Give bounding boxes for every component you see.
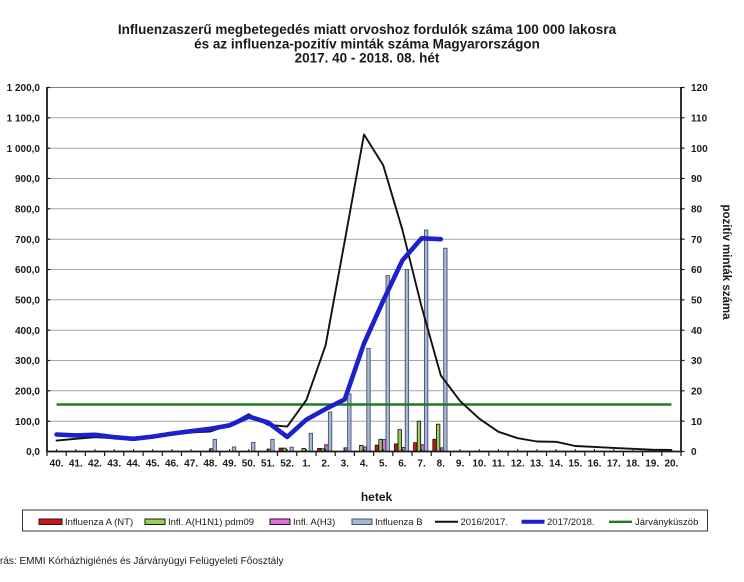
svg-text:1 000,0: 1 000,0 [7, 144, 41, 155]
svg-text:15.: 15. [568, 459, 582, 470]
svg-text:70: 70 [691, 235, 703, 246]
svg-text:17.: 17. [607, 459, 621, 470]
svg-text:46.: 46. [165, 459, 179, 470]
svg-text:1 200,0: 1 200,0 [7, 83, 41, 94]
svg-text:5.: 5. [379, 459, 388, 470]
svg-text:30: 30 [691, 356, 703, 367]
svg-text:Infl. A(H3): Infl. A(H3) [293, 517, 335, 528]
svg-text:Járványküszöb: Járványküszöb [635, 517, 698, 528]
svg-text:100: 100 [691, 144, 708, 155]
svg-text:600,0: 600,0 [15, 265, 40, 276]
svg-text:0,0: 0,0 [26, 447, 40, 458]
svg-text:6.: 6. [398, 459, 407, 470]
svg-text:49.: 49. [223, 459, 237, 470]
svg-text:11.: 11. [492, 459, 506, 470]
svg-text:Forrás: EMMI Kórházhigiénés és: Forrás: EMMI Kórházhigiénés és Járványüg… [0, 556, 283, 567]
svg-text:Influenza B: Influenza B [375, 517, 423, 528]
svg-text:40.: 40. [50, 459, 64, 470]
svg-text:12.: 12. [511, 459, 525, 470]
svg-text:2016/2017.: 2016/2017. [461, 517, 509, 528]
svg-text:700,0: 700,0 [15, 235, 40, 246]
svg-text:800,0: 800,0 [15, 204, 40, 215]
svg-text:10: 10 [691, 417, 703, 428]
svg-text:100,0: 100,0 [15, 417, 40, 428]
svg-text:48.: 48. [203, 459, 217, 470]
svg-text:10.: 10. [472, 459, 486, 470]
svg-text:51.: 51. [261, 459, 275, 470]
svg-text:200,0: 200,0 [15, 386, 40, 397]
svg-text:16.: 16. [588, 459, 602, 470]
svg-text:1 100,0: 1 100,0 [7, 113, 41, 124]
svg-text:110: 110 [691, 113, 708, 124]
svg-text:47.: 47. [184, 459, 198, 470]
svg-text:8.: 8. [437, 459, 446, 470]
svg-text:80: 80 [691, 204, 703, 215]
svg-text:120: 120 [691, 83, 708, 94]
svg-text:és az influenza-pozitív minták: és az influenza-pozitív minták száma Mag… [194, 36, 540, 51]
svg-text:2.: 2. [321, 459, 330, 470]
svg-text:50: 50 [691, 295, 703, 306]
svg-text:3.: 3. [341, 459, 350, 470]
svg-text:41.: 41. [69, 459, 83, 470]
svg-text:19.: 19. [645, 459, 659, 470]
svg-text:300,0: 300,0 [15, 356, 40, 367]
svg-text:60: 60 [691, 265, 703, 276]
svg-text:hetek: hetek [361, 490, 393, 504]
svg-text:4.: 4. [360, 459, 369, 470]
svg-text:Infl. A(H1N1) pdm09: Infl. A(H1N1) pdm09 [168, 517, 254, 528]
svg-text:43.: 43. [107, 459, 121, 470]
svg-text:9.: 9. [456, 459, 465, 470]
svg-text:2017/2018.: 2017/2018. [547, 517, 595, 528]
svg-text:44.: 44. [127, 459, 141, 470]
svg-text:7.: 7. [417, 459, 426, 470]
svg-text:50.: 50. [242, 459, 256, 470]
svg-text:900,0: 900,0 [15, 174, 40, 185]
svg-text:45.: 45. [146, 459, 160, 470]
svg-text:400,0: 400,0 [15, 326, 40, 337]
svg-text:14.: 14. [549, 459, 563, 470]
svg-text:1.: 1. [302, 459, 311, 470]
svg-text:Influenza A (NT): Influenza A (NT) [65, 517, 133, 528]
svg-text:42.: 42. [88, 459, 102, 470]
svg-text:90: 90 [691, 174, 703, 185]
svg-text:20: 20 [691, 386, 703, 397]
svg-text:pozitív minták száma: pozitív minták száma [720, 204, 732, 320]
svg-text:40: 40 [691, 326, 703, 337]
svg-text:2017. 40 - 2018. 08. hét: 2017. 40 - 2018. 08. hét [295, 50, 440, 65]
svg-text:0: 0 [691, 447, 697, 458]
svg-text:20.: 20. [664, 459, 678, 470]
svg-text:52.: 52. [280, 459, 294, 470]
svg-text:18.: 18. [626, 459, 640, 470]
svg-text:Influenzaszerű megbetegedés mi: Influenzaszerű megbetegedés miatt orvosh… [118, 22, 617, 37]
svg-text:13.: 13. [530, 459, 544, 470]
svg-text:500,0: 500,0 [15, 295, 40, 306]
